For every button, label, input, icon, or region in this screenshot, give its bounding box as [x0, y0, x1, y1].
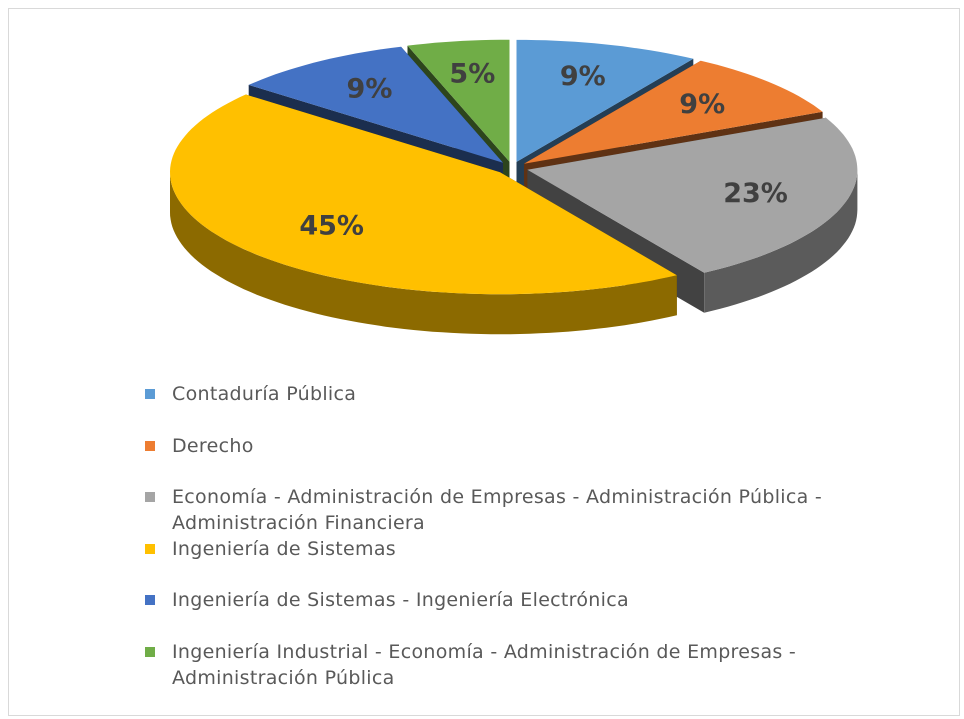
legend-swatch — [145, 492, 155, 502]
legend-label: Derecho — [172, 434, 254, 457]
data-label: 9% — [560, 61, 606, 92]
legend-label: Economía - Administración de Empresas - … — [172, 486, 823, 534]
legend-swatch — [145, 646, 155, 657]
legend-item: Ingeniería de Sistemas — [145, 536, 865, 587]
slice — [524, 60, 823, 164]
legend-swatch — [145, 440, 155, 451]
legend-item: Derecho — [145, 433, 865, 484]
data-label: 23% — [723, 178, 788, 209]
slice — [407, 39, 510, 162]
legend-label: Ingeniería de Sistemas - Ingeniería Elec… — [172, 589, 629, 611]
legend-swatch — [145, 543, 155, 554]
data-label: 5% — [449, 58, 495, 89]
slice — [516, 39, 694, 162]
chart-frame — [8, 8, 960, 716]
legend-item: Ingeniería Industrial - Economía - Admin… — [145, 639, 865, 690]
slice-side — [704, 169, 858, 313]
legend-item: Ingeniería de Sistemas - Ingeniería Elec… — [145, 587, 865, 638]
data-label: 9% — [679, 89, 725, 120]
data-label: 45% — [299, 211, 364, 242]
legend-item: Economía - Administración de Empresas - … — [145, 484, 865, 535]
legend-label: Contaduría Pública — [172, 383, 357, 405]
legend-item: Contaduría Pública — [145, 381, 865, 432]
pie-chart: 9% 9% 23% 45% 9% 5% — [170, 39, 858, 335]
legend-label: Ingeniería de Sistemas — [172, 537, 396, 560]
legend-swatch — [145, 595, 155, 605]
data-label: 9% — [347, 74, 393, 105]
legend-label: Ingeniería Industrial - Economía - Admin… — [172, 640, 797, 689]
slice — [248, 46, 503, 163]
slice — [170, 94, 677, 295]
slice-side — [170, 172, 677, 335]
slice — [527, 117, 858, 273]
legend-swatch — [145, 389, 155, 399]
